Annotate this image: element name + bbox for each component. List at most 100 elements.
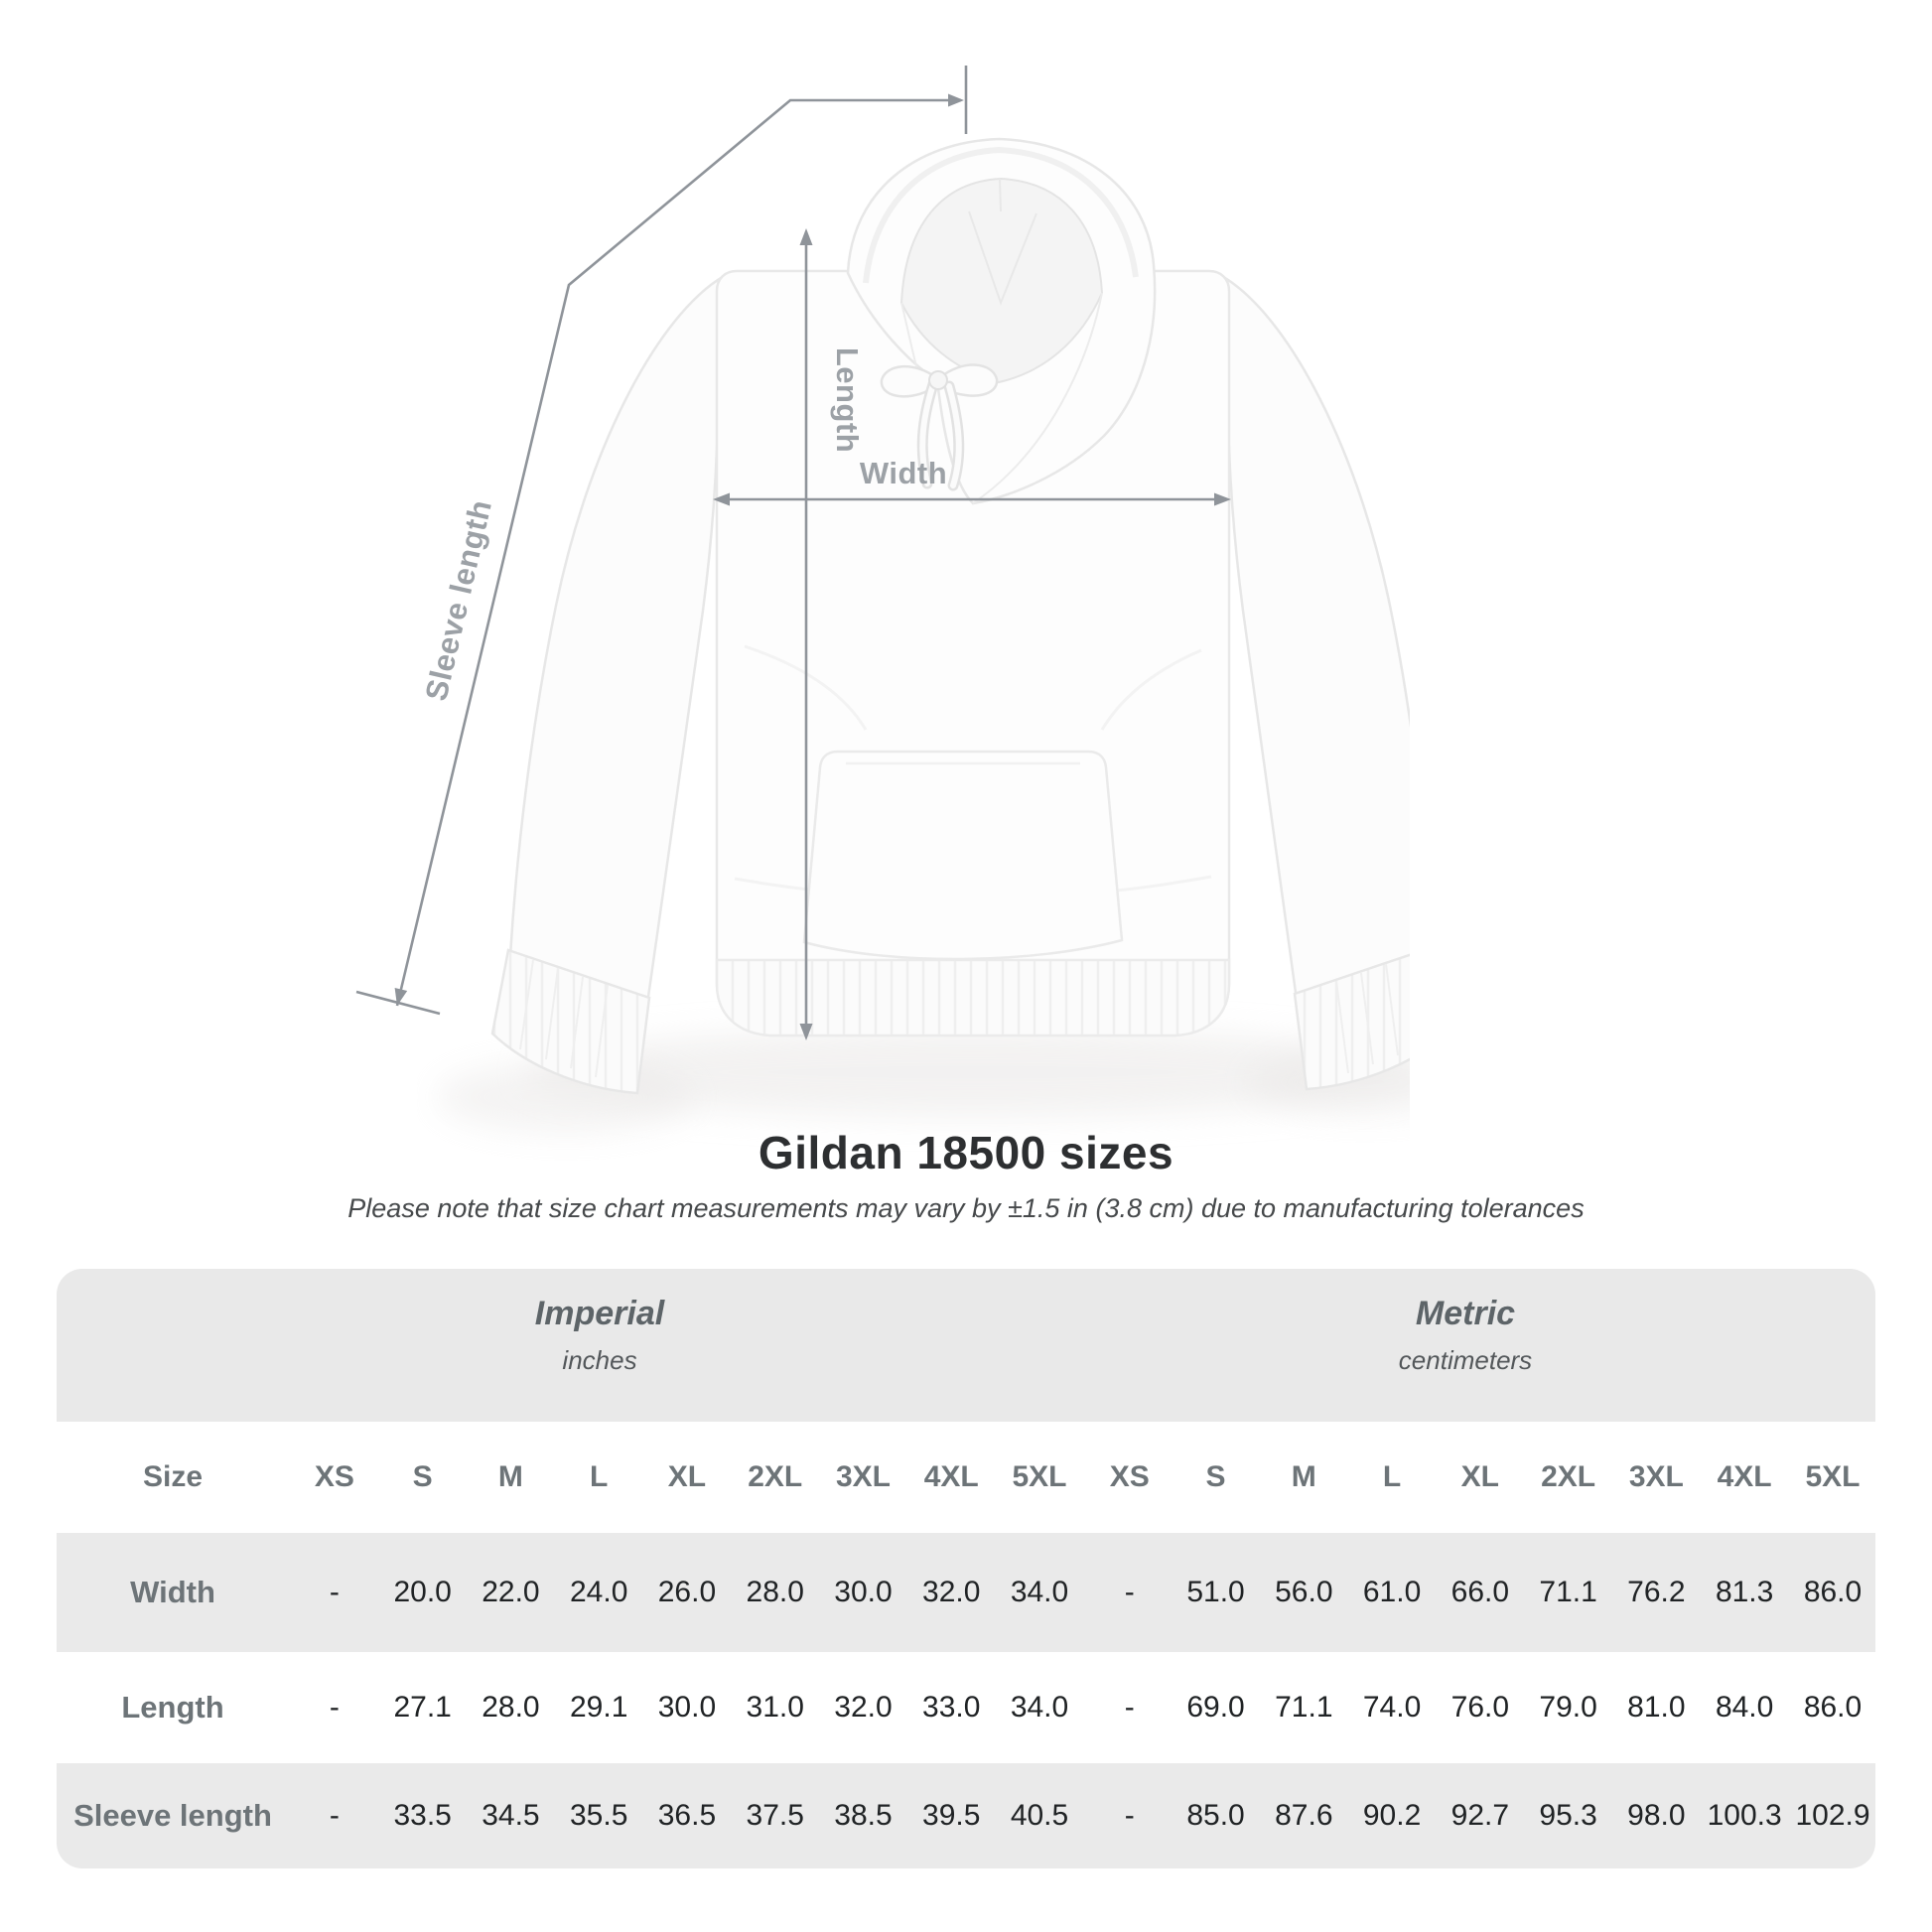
measurement-value-cell: 39.5 (922, 1799, 981, 1832)
measurement-value-cell: 81.3 (1715, 1576, 1774, 1608)
size-column-header: L (1382, 1460, 1402, 1493)
hoodie-hem-band (715, 958, 1231, 1037)
measurement-value-cell: 33.0 (922, 1691, 981, 1724)
measurement-value-cell: - (1124, 1691, 1135, 1724)
measurement-value-cell: 28.0 (746, 1576, 804, 1608)
hoodie-measurement-diagram: Length Width Sleeve length (355, 66, 1410, 1132)
size-column-header: XS (314, 1460, 354, 1493)
hoodie-pocket (802, 750, 1124, 961)
table-row-width: Width - 20.0 22.0 24.0 26.0 28.0 30.0 32.0 34.0 -… (57, 1533, 1875, 1652)
table-row-sleeve-length: Sleeve length - 33.5 34.5 35.5 36.5 37.5 38.5 3… (57, 1763, 1875, 1868)
measurement-value-cell: 29.1 (569, 1691, 628, 1724)
imperial-section-header: Imperial inches (535, 1295, 664, 1376)
measurement-value-cell: - (329, 1691, 340, 1724)
size-column-header: M (497, 1460, 523, 1493)
measurement-value-cell: 92.7 (1450, 1799, 1510, 1832)
size-column-header: L (590, 1460, 609, 1493)
measurement-value-cell: 34.0 (1010, 1691, 1069, 1724)
measurement-value-cell: 35.5 (569, 1799, 628, 1832)
size-column-header: 5XL (1805, 1460, 1861, 1493)
width-arrow (713, 492, 1231, 506)
imperial-section-title: Imperial (534, 1295, 665, 1332)
hoodie-illustration (437, 137, 1410, 1132)
measurement-value-cell: 86.0 (1803, 1576, 1863, 1608)
hoodie-left-sleeve (508, 270, 732, 1006)
measurement-value-cell: 98.0 (1627, 1799, 1686, 1832)
size-chart-table: Imperial inches Metric centimeters Size … (57, 1269, 1875, 1868)
measurement-value-cell: - (329, 1799, 340, 1832)
size-header-label: Size (142, 1460, 204, 1493)
measurement-value-cell: 24.0 (569, 1576, 628, 1608)
hoodie-left-cuff (490, 948, 651, 1095)
units-header-band: Imperial inches Metric centimeters (57, 1269, 1875, 1422)
size-header-row: Size XS S M L XL 2XL 3XL 4XL 5XL XS S M L XL 2XL 3XL 4XL… (57, 1422, 1875, 1533)
hoodie-drawstrings (880, 363, 999, 491)
measurement-value-cell: 27.1 (393, 1691, 452, 1724)
measurement-value-cell: 20.0 (393, 1576, 452, 1608)
measurement-value-cell: 71.1 (1539, 1576, 1597, 1608)
size-column-header: 4XL (1717, 1460, 1772, 1493)
measurements-table: Size XS S M L XL 2XL 3XL 4XL 5XL XS S M L XL 2XL 3XL 4XL… (57, 1422, 1875, 1868)
measurement-value-cell: 33.5 (393, 1799, 452, 1832)
metric-section-header: Metric centimeters (1399, 1295, 1532, 1376)
measurement-value-cell: 84.0 (1715, 1691, 1774, 1724)
measurement-overlay: Length Width Sleeve length (355, 66, 1231, 1040)
measurement-value-cell: 22.0 (482, 1576, 540, 1608)
measurement-value-cell: 81.0 (1627, 1691, 1686, 1724)
size-column-header: 5XL (1012, 1460, 1067, 1493)
sleeve-length-arrow (355, 66, 968, 1016)
measurement-value-cell: 30.0 (834, 1576, 893, 1608)
size-column-header: S (412, 1460, 433, 1493)
size-column-header: XS (1109, 1460, 1150, 1493)
measurement-value-cell: - (329, 1576, 340, 1608)
measurement-value-cell: 32.0 (922, 1576, 981, 1608)
length-measure-label: Length (830, 347, 865, 453)
measurement-value-cell: 86.0 (1803, 1691, 1863, 1724)
size-column-header: 3XL (835, 1460, 891, 1493)
measurement-value-cell: 66.0 (1450, 1576, 1510, 1608)
measurement-value-cell: 34.0 (1010, 1576, 1069, 1608)
metric-section-unit: centimeters (1398, 1345, 1533, 1375)
measurement-value-cell: 95.3 (1539, 1799, 1597, 1832)
measurement-value-cell: 79.0 (1539, 1691, 1597, 1724)
page-title: Gildan 18500 sizes (758, 1127, 1174, 1178)
measurement-value-cell: 69.0 (1186, 1691, 1245, 1724)
measurement-value-cell: 71.1 (1275, 1691, 1333, 1724)
hoodie-right-cuff (1293, 953, 1410, 1091)
size-column-header: XL (667, 1460, 707, 1493)
measurement-value-cell: 26.0 (657, 1576, 717, 1608)
size-column-header: XL (1460, 1460, 1499, 1493)
measurement-value-cell: 87.6 (1275, 1799, 1333, 1832)
row-label-width: Width (130, 1575, 215, 1609)
metric-section-title: Metric (1415, 1295, 1516, 1332)
measurement-value-cell: 100.3 (1707, 1799, 1782, 1832)
measurement-value-cell: 90.2 (1362, 1799, 1422, 1832)
measurement-value-cell: 28.0 (482, 1691, 540, 1724)
width-measure-label: Width (860, 456, 947, 490)
measurement-value-cell: 37.5 (746, 1799, 804, 1832)
measurement-value-cell: 56.0 (1275, 1576, 1333, 1608)
measurement-value-cell: - (1124, 1576, 1135, 1608)
size-column-header: 2XL (1541, 1460, 1596, 1493)
measurement-value-cell: 61.0 (1362, 1576, 1422, 1608)
measurement-value-cell: 51.0 (1186, 1576, 1245, 1608)
measurement-value-cell: 31.0 (746, 1691, 804, 1724)
measurement-value-cell: 34.5 (482, 1799, 540, 1832)
imperial-section-unit: inches (562, 1345, 637, 1375)
size-column-header: S (1205, 1460, 1226, 1493)
measurement-value-cell: 76.2 (1627, 1576, 1686, 1608)
length-arrow (799, 228, 813, 1040)
size-column-header: M (1291, 1460, 1316, 1493)
hoodie-hood (846, 137, 1157, 505)
size-column-header: 3XL (1628, 1460, 1684, 1493)
measurement-value-cell: 30.0 (657, 1691, 717, 1724)
measurement-value-cell: 102.9 (1795, 1799, 1870, 1832)
size-column-header: 4XL (923, 1460, 979, 1493)
measurement-value-cell: 32.0 (834, 1691, 893, 1724)
measurement-value-cell: - (1124, 1799, 1135, 1832)
table-row-length: Length - 27.1 28.0 29.1 30.0 31.0 32.0 33.0 34.0… (57, 1652, 1875, 1763)
measurement-value-cell: 85.0 (1186, 1799, 1245, 1832)
size-column-header: 2XL (748, 1460, 803, 1493)
measurement-value-cell: 38.5 (834, 1799, 893, 1832)
